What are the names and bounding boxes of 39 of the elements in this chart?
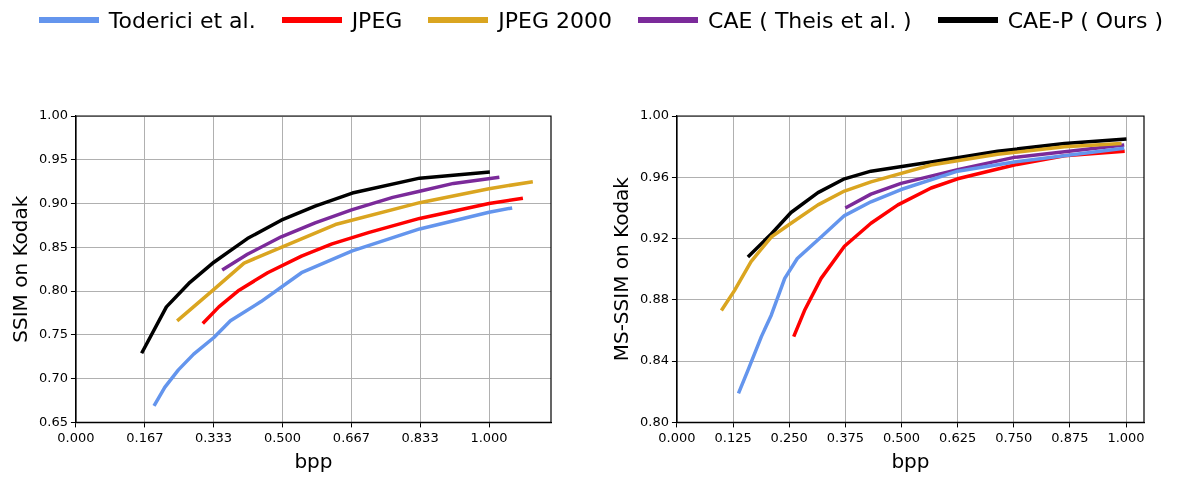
x-tick-label: 0.333: [194, 429, 233, 445]
y-axis-title: SSIM on Kodak: [8, 195, 33, 343]
y-tick-label: 0.96: [639, 168, 669, 184]
x-tick-label: 0.500: [882, 429, 921, 445]
x-tick-label: 0.667: [332, 429, 371, 445]
x-tick-label: 0.375: [826, 429, 864, 445]
y-tick-label: 0.90: [38, 194, 68, 210]
y-tick-label: 0.70: [38, 370, 68, 385]
x-tick-label: 1.000: [1107, 429, 1145, 445]
legend-label: JPEG: [351, 7, 403, 33]
x-tick-label: 0.833: [401, 429, 439, 445]
legend-label: CAE ( Theis et al. ): [708, 7, 912, 33]
y-tick-label: 1.00: [639, 107, 669, 123]
y-tick-label: 0.80: [38, 282, 68, 298]
y-tick-label: 0.88: [639, 291, 669, 307]
x-tick-label: 1.000: [470, 429, 508, 445]
x-axis-title: bpp: [294, 449, 333, 474]
y-tick-label: 0.65: [38, 413, 68, 429]
x-tick-label: 0.875: [1051, 429, 1089, 445]
y-axis-title: MS-SSIM on Kodak: [609, 176, 634, 362]
y-tick-label: 0.85: [38, 238, 68, 254]
y-tick-label: 0.80: [639, 413, 669, 429]
x-tick-label: 0.000: [658, 429, 696, 445]
y-tick-label: 1.00: [38, 107, 68, 123]
x-tick-label: 0.000: [57, 429, 95, 445]
legend-label: JPEG 2000: [498, 7, 613, 33]
x-tick-label: 0.750: [995, 429, 1033, 445]
legend-label: CAE-P ( Ours ): [1007, 7, 1164, 33]
x-tick-label: 0.125: [714, 429, 752, 445]
y-tick-label: 0.75: [38, 326, 68, 342]
x-tick-label: 0.250: [770, 429, 808, 445]
x-tick-label: 0.500: [263, 429, 302, 445]
legend-label: Toderici et al.: [108, 7, 256, 33]
x-tick-label: 0.167: [126, 429, 164, 445]
x-tick-label: 0.625: [939, 429, 977, 445]
y-tick-label: 0.95: [38, 151, 68, 167]
y-tick-label: 0.92: [639, 229, 669, 245]
y-tick-label: 0.84: [639, 352, 669, 368]
x-axis-title: bpp: [891, 449, 930, 474]
